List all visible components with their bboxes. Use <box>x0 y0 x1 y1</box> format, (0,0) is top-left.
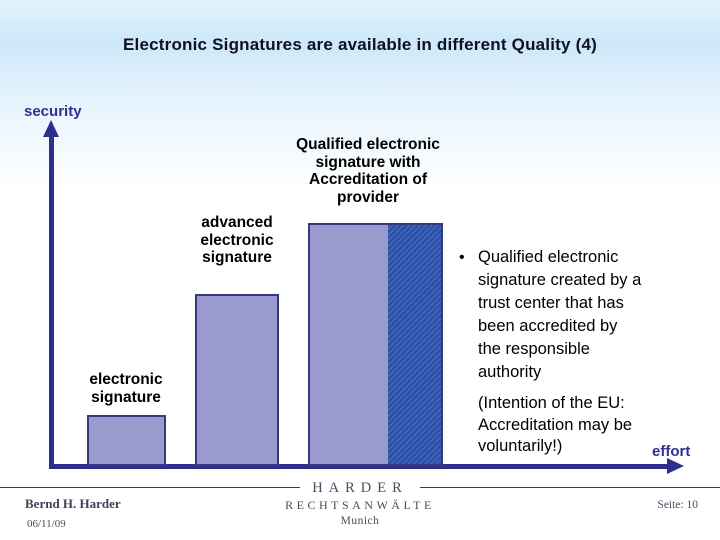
firm-city: Munich <box>340 515 380 527</box>
footer-page-number: Seite: 10 <box>657 499 698 511</box>
y-axis-arrowhead-icon <box>43 120 59 137</box>
footer-date: 06/11/09 <box>27 518 66 530</box>
firm-subtitle: RECHTSANWÄLTE <box>285 498 435 512</box>
footer-author: Bernd H. Harder <box>25 496 121 511</box>
bar-qualified-hatched-segment <box>388 225 441 464</box>
firm-block: HARDER RECHTSANWÄLTE Munich <box>0 479 720 527</box>
bar-qualified-solid-segment <box>310 225 388 464</box>
slide-title: Electronic Signatures are available in d… <box>123 35 597 54</box>
bar-qualified-electronic-signature <box>308 223 443 466</box>
y-axis-label: security <box>24 103 82 120</box>
bar-label-electronic-signature: electronic signature <box>89 371 163 406</box>
bar-electronic-signature <box>87 415 166 466</box>
x-axis-arrowhead-icon <box>667 458 684 474</box>
bar-advanced-electronic-signature <box>195 294 279 466</box>
bullet-note-text: Qualified electronic signature created b… <box>478 248 642 381</box>
intention-note: (Intention of the EU: Accreditation may … <box>478 394 633 455</box>
firm-name: HARDER <box>300 480 420 496</box>
bar-label-advanced-electronic-signature: advanced electronic signature <box>200 214 274 266</box>
x-axis-label: effort <box>652 443 691 460</box>
bullet-note: • Qualified electronic signature created… <box>459 246 684 384</box>
bullet-marker: • <box>459 249 465 266</box>
bar-label-qualified-electronic-signature: Qualified electronic signature with Accr… <box>296 136 440 206</box>
x-axis-line <box>49 464 669 469</box>
y-axis-line <box>49 135 54 469</box>
